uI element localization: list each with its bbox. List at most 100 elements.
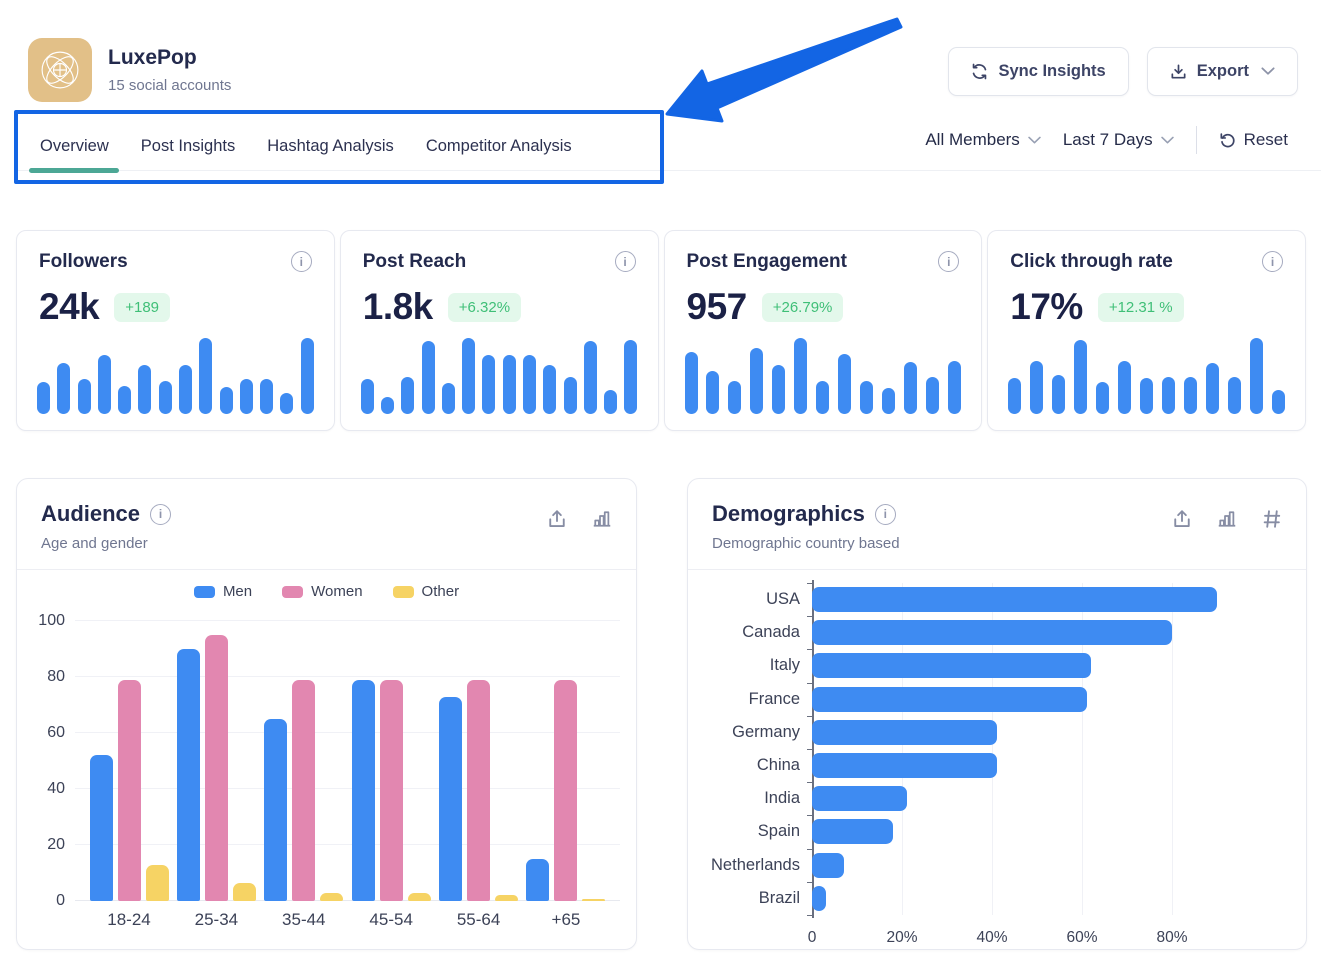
spark-bar <box>1074 339 1088 414</box>
stat-card-delta-badge: +6.32% <box>447 292 522 322</box>
demo-bar-italy <box>812 653 1091 679</box>
period-dropdown-label: Last 7 Days <box>1062 130 1153 149</box>
demo-bar-spain <box>812 819 893 845</box>
gridline <box>1172 583 1173 915</box>
bar-group-55-64 <box>439 679 519 901</box>
demo-row-brazil <box>812 882 1217 915</box>
stat-card-value: 17% <box>1010 286 1083 327</box>
y-tick-label: 40 <box>47 780 65 797</box>
tab-competitor-analysis[interactable]: Competitor Analysis <box>426 137 572 156</box>
spark-bar <box>97 354 111 414</box>
bar-other-55-64 <box>495 895 519 901</box>
spark-bar <box>926 376 940 414</box>
spark-bar <box>1271 390 1285 414</box>
spark-bar <box>624 340 638 414</box>
spark-bar <box>604 389 618 414</box>
demographics-chart: USA Canada Italy France Germany China India Spa… <box>711 580 1286 949</box>
axis-tick <box>807 881 812 883</box>
card-divider <box>688 569 1306 570</box>
x-tick-label: 18-24 <box>107 910 151 929</box>
header-actions: Sync Insights Export <box>948 47 1298 96</box>
tab-hashtag-analysis[interactable]: Hashtag Analysis <box>267 137 394 156</box>
legend-label: Women <box>311 583 363 600</box>
audience-card: Audience Age and gender Men Women Other 0 2… <box>16 478 637 950</box>
demo-row-spain <box>812 815 1217 848</box>
tab-overview[interactable]: Overview <box>29 136 119 173</box>
gridline <box>75 732 620 733</box>
spark-bar <box>794 338 808 414</box>
spark-bar <box>1096 382 1110 414</box>
stat-card-followers: Followers 24k +189 <box>16 230 335 431</box>
x-tick-label: 0 <box>807 929 817 946</box>
audience-subtitle: Age and gender <box>41 535 148 552</box>
spark-bar <box>882 388 896 414</box>
hash-icon[interactable] <box>1262 509 1282 529</box>
members-dropdown[interactable]: All Members <box>925 130 1041 150</box>
export-button[interactable]: Export <box>1146 47 1298 96</box>
gridline <box>75 620 620 621</box>
legend-item-other[interactable]: Other <box>392 583 460 600</box>
spark-bar <box>728 381 742 414</box>
demo-bar-india <box>812 786 907 812</box>
stat-card-delta-badge: +26.79% <box>761 292 844 322</box>
demographics-axis-line <box>812 580 814 918</box>
sparkline-chart <box>684 338 962 414</box>
legend-item-men[interactable]: Men <box>193 583 253 600</box>
share-icon[interactable] <box>1172 509 1192 529</box>
bar-men-25-34 <box>176 649 200 901</box>
undo-icon <box>1220 132 1235 147</box>
spark-bar <box>523 355 536 414</box>
spark-bar <box>706 370 720 414</box>
legend-label: Men <box>222 583 253 600</box>
spark-bar <box>421 341 435 414</box>
demo-bar-france <box>812 686 1087 712</box>
demo-bar-germany <box>812 719 997 745</box>
demo-row-netherlands <box>812 849 1217 882</box>
spark-bar <box>1162 376 1176 414</box>
info-icon[interactable] <box>290 251 312 272</box>
gridline <box>75 844 620 845</box>
info-icon[interactable] <box>938 251 960 272</box>
legend-label: Other <box>421 583 460 600</box>
category-label-india: India <box>764 789 800 808</box>
stat-card-click-through-rate: Click through rate 17% +12.31 % <box>987 230 1306 431</box>
demo-row-italy <box>812 649 1217 682</box>
reset-button[interactable]: Reset <box>1219 130 1288 150</box>
info-icon[interactable] <box>1262 251 1283 272</box>
info-icon[interactable] <box>614 251 636 272</box>
spark-bar <box>280 392 294 414</box>
tab-post-insights[interactable]: Post Insights <box>141 137 235 156</box>
info-icon[interactable] <box>874 503 896 525</box>
legend-item-women[interactable]: Women <box>282 583 363 600</box>
tab-bar: Overview Post Insights Hashtag Analysis … <box>18 122 572 173</box>
demographics-title: Demographics <box>712 501 865 526</box>
spark-bar <box>543 364 557 414</box>
sync-icon <box>973 63 987 80</box>
chart-icon[interactable] <box>592 509 612 529</box>
bar-other-+65 <box>582 898 606 901</box>
period-dropdown[interactable]: Last 7 Days <box>1063 130 1174 150</box>
demo-row-germany <box>812 716 1217 749</box>
info-icon[interactable] <box>150 503 172 525</box>
spark-bar <box>1249 338 1263 414</box>
spark-bar <box>199 338 213 414</box>
spark-bar <box>178 365 192 414</box>
tab-overview-label: Overview <box>40 136 109 155</box>
sparkline-chart <box>360 338 638 414</box>
share-icon[interactable] <box>547 509 567 529</box>
bar-men-55-64 <box>439 696 463 901</box>
gridline <box>902 583 903 915</box>
stat-card-delta-badge: +12.31 % <box>1097 292 1184 322</box>
axis-tick <box>807 749 812 750</box>
brand-name: LuxePop <box>108 46 197 69</box>
sync-insights-button[interactable]: Sync Insights <box>948 47 1129 96</box>
x-tick-label: 60% <box>1066 929 1098 946</box>
spark-bar <box>948 360 962 414</box>
chart-icon[interactable] <box>1217 509 1237 529</box>
demo-bar-china <box>812 753 997 779</box>
spark-bar <box>816 381 830 414</box>
bar-group-45-54 <box>351 679 431 901</box>
sparkline-chart <box>37 338 314 414</box>
spark-bar <box>462 338 476 414</box>
